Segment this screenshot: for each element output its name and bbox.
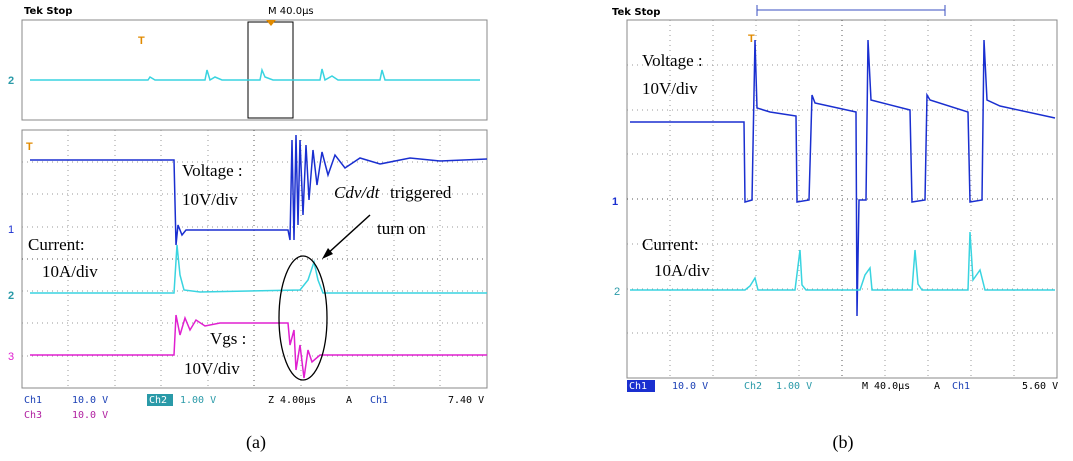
readout: Ch3: [24, 410, 42, 421]
readout: Z 4.00µs: [268, 395, 316, 406]
annotation: 10V/div: [182, 190, 238, 209]
readout: Ch1: [370, 395, 388, 406]
readout: A: [934, 381, 940, 392]
overview-frame: [22, 20, 487, 120]
readout: 1.00 V: [180, 395, 216, 406]
annotation: Current:: [28, 235, 85, 254]
readout: M 40.0µs: [862, 381, 910, 392]
panel-a: Tek Stop M 40.0µs T 2 T 1 2 3 Voltage : …: [8, 6, 487, 453]
annotation: 10A/div: [42, 262, 98, 281]
readout: Ch2: [744, 381, 762, 392]
readout: A: [346, 395, 352, 406]
status: Tek Stop: [612, 7, 660, 18]
trigger-marker: T: [26, 141, 33, 153]
annotation: turn on: [377, 219, 426, 238]
zoom-window: [248, 22, 293, 118]
readout: 10.0 V: [72, 395, 108, 406]
annotation: Current:: [642, 235, 699, 254]
readout: Ch1: [952, 381, 970, 392]
channel-marker: 3: [8, 351, 14, 363]
grid: [627, 20, 1057, 378]
readout: Ch2: [149, 395, 167, 406]
grid: [22, 130, 487, 388]
annotation: Cdv/dt: [334, 183, 381, 202]
channel-marker: 1: [8, 224, 14, 236]
readout: 10.0 V: [672, 381, 708, 392]
annotation: Voltage :: [182, 161, 243, 180]
highlight-ellipse: [279, 256, 327, 380]
trigger-pos: [266, 20, 276, 26]
caption: (a): [246, 432, 266, 453]
channel-marker: 2: [614, 286, 620, 298]
vgs-trace: [30, 315, 487, 378]
annotation: 10A/div: [654, 261, 710, 280]
channel-marker: 2: [8, 75, 14, 87]
channel-marker: 1: [612, 196, 618, 208]
channel-marker: 2: [8, 290, 14, 302]
annotation: Voltage :: [642, 51, 703, 70]
overview-trace: [30, 69, 480, 80]
arrow: [326, 215, 370, 255]
panel-b: Tek Stop T 1 2 Voltage : 10V/div Current…: [612, 5, 1058, 453]
readout: 7.40 V: [448, 395, 484, 406]
current-trace: [30, 245, 487, 293]
timebase: M 40.0µs: [268, 6, 314, 17]
readout: 10.0 V: [72, 410, 108, 421]
annotation: 10V/div: [184, 359, 240, 378]
annotation: 10V/div: [642, 79, 698, 98]
readout: Ch1: [24, 395, 42, 406]
readout: 5.60 V: [1022, 381, 1058, 392]
readout: Ch1: [629, 381, 647, 392]
trigger-marker: T: [138, 35, 145, 47]
caption: (b): [833, 432, 854, 453]
status: Tek Stop: [24, 6, 72, 17]
annotation: triggered: [390, 183, 452, 202]
readout: 1.00 V: [776, 381, 812, 392]
annotation: Vgs :: [210, 329, 246, 348]
figure: Tek Stop M 40.0µs T 2 T 1 2 3 Voltage : …: [0, 0, 1073, 461]
trigger-marker: T: [748, 33, 755, 45]
